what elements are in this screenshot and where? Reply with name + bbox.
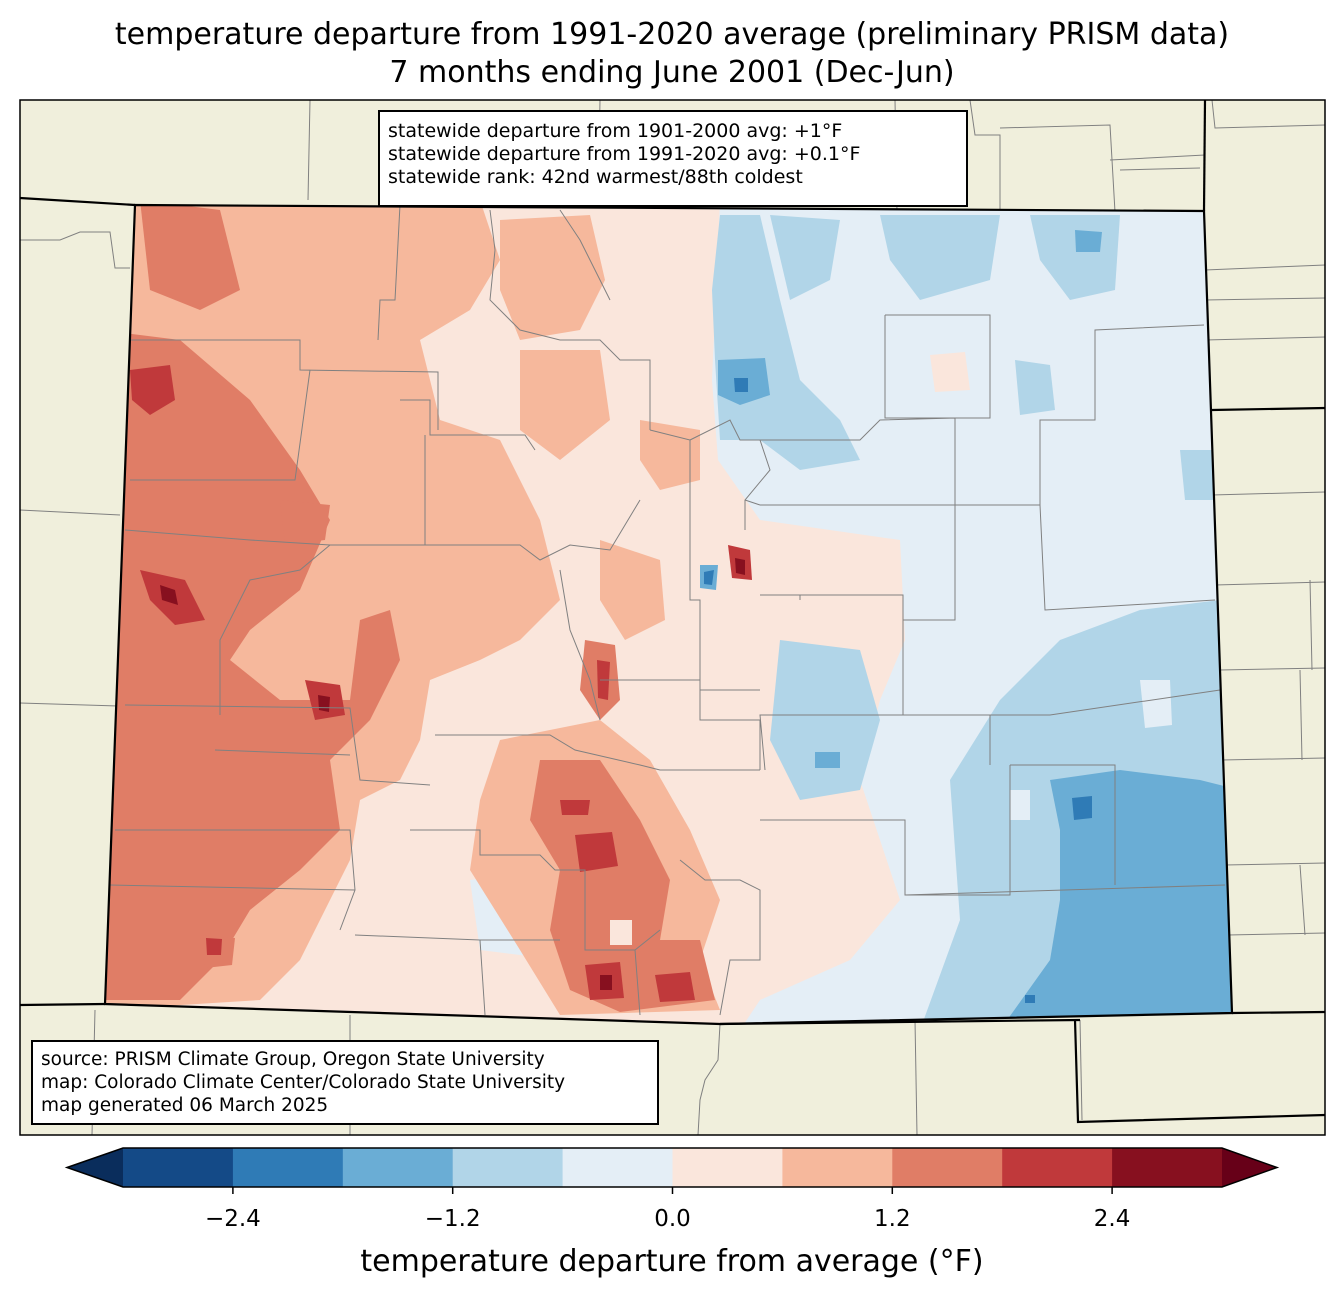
colorbar-outline — [64, 1147, 1280, 1188]
stat-rank: statewide rank: 42nd warmest/88th coldes… — [388, 166, 803, 188]
stat-departure-1901-2000: statewide departure from 1901-2000 avg: … — [388, 120, 843, 142]
stat-departure-1991-2020: statewide departure from 1991-2020 avg: … — [388, 143, 861, 165]
source-box: source: PRISM Climate Group, Oregon Stat… — [31, 1040, 659, 1125]
colorbar-tick-label: −1.2 — [424, 1206, 481, 1232]
statewide-stats-box: statewide departure from 1901-2000 avg: … — [378, 110, 968, 207]
colorbar-bin — [1002, 1148, 1113, 1187]
colorbar-bin — [672, 1148, 783, 1187]
colorbar-tick-label: −2.4 — [204, 1206, 261, 1232]
state-borders — [20, 100, 1325, 1124]
temperature-field — [105, 205, 1232, 1024]
map-border — [19, 99, 1326, 1136]
colorbar-bin — [1112, 1148, 1223, 1187]
colorbar-tick-label: 0.0 — [654, 1206, 691, 1232]
colorbar-bin — [342, 1148, 454, 1187]
colorbar-bin — [452, 1148, 564, 1187]
colorbar-bin — [782, 1148, 893, 1187]
colorbar-under-arrow — [67, 1148, 123, 1187]
map-title-line2: 7 months ending June 2001 (Dec-Jun) — [389, 55, 955, 90]
source-line: source: PRISM Climate Group, Oregon Stat… — [41, 1049, 545, 1070]
colorbar-bin — [123, 1148, 234, 1187]
colorbar-bin — [562, 1148, 673, 1187]
colorbar — [64, 1147, 1280, 1194]
colorbar-bin — [892, 1148, 1003, 1187]
colorado-county-lines — [109, 205, 1226, 1016]
map-credit-line: map: Colorado Climate Center/Colorado St… — [41, 1072, 566, 1093]
colorbar-tick-label: 1.2 — [874, 1206, 911, 1232]
colorbar-tick-label: 2.4 — [1093, 1206, 1131, 1232]
generated-date-line: map generated 06 March 2025 — [41, 1095, 329, 1116]
map-title-line1: temperature departure from 1991-2020 ave… — [114, 17, 1230, 52]
colorbar-over-arrow — [1222, 1148, 1277, 1187]
colorbar-label: temperature departure from average (°F) — [360, 1244, 984, 1279]
colorbar-bin — [232, 1148, 344, 1187]
